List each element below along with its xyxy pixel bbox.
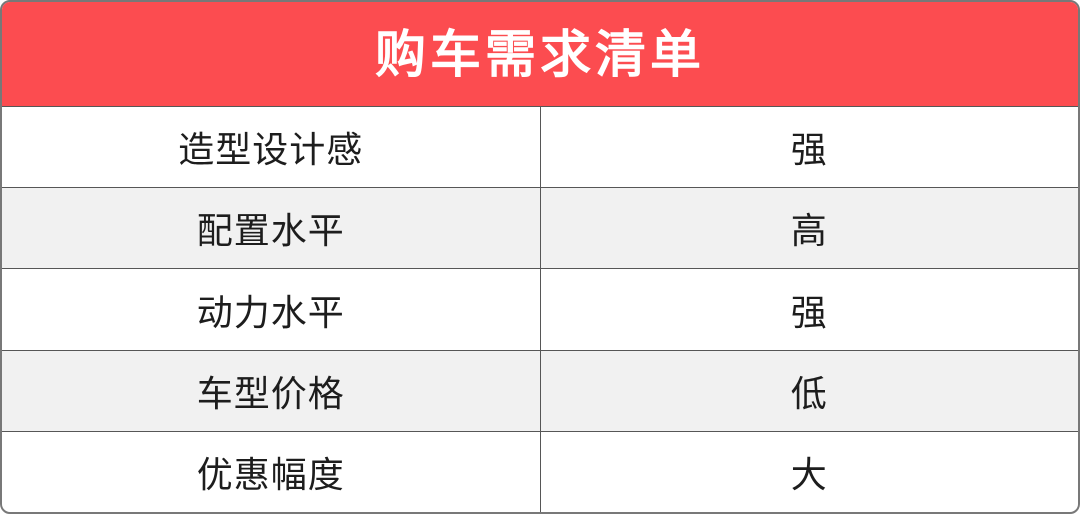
row-value: 强 — [790, 129, 828, 171]
row-value: 低 — [790, 372, 828, 414]
row-value: 高 — [790, 210, 828, 252]
table-row: 车型价格 低 — [2, 349, 1078, 431]
table-row: 造型设计感 强 — [2, 106, 1078, 188]
row-value: 大 — [790, 453, 828, 495]
row-label: 造型设计感 — [2, 107, 541, 188]
row-label: 优惠幅度 — [2, 431, 541, 512]
row-label: 配置水平 — [2, 188, 541, 269]
table-row: 配置水平 高 — [2, 187, 1078, 269]
row-label: 车型价格 — [2, 350, 541, 431]
row-value: 强 — [790, 291, 828, 333]
table-row: 动力水平 强 — [2, 268, 1078, 350]
row-label: 动力水平 — [2, 269, 541, 350]
table-header: 购车需求清单 — [2, 2, 1078, 106]
table-body: 造型设计感 强 配置水平 高 动力水平 强 车型价格 低 优惠幅度 大 — [2, 106, 1078, 512]
table-row: 优惠幅度 大 — [2, 430, 1078, 512]
table-title: 购车需求清单 — [374, 25, 705, 83]
